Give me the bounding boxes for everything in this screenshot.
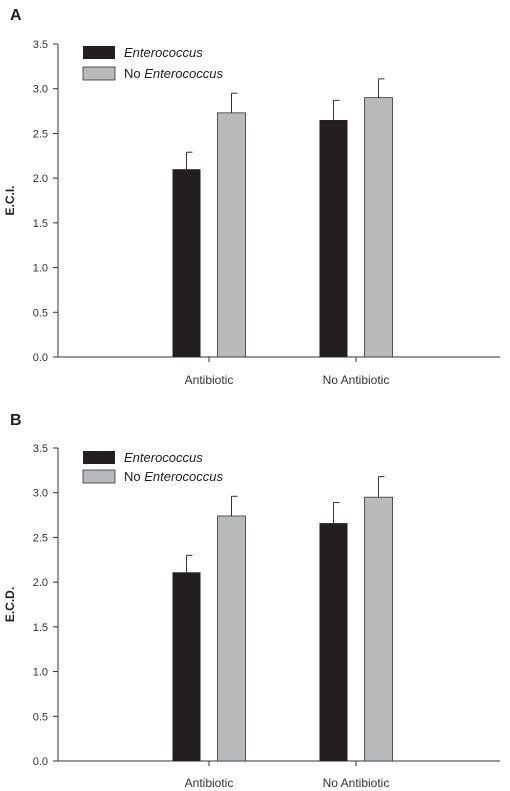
- bar: [217, 515, 246, 762]
- x-tick-label: Antibiotic: [185, 373, 234, 387]
- chart-panel: B 0.0 0.5 1.0 1.5 2.0 2.5 3.0 3.5 E.C.D. Antibioti…: [3, 412, 500, 790]
- x-tick-label: Antibiotic: [185, 776, 234, 790]
- y-tick-label: 2.0: [33, 577, 48, 589]
- legend-swatch: [83, 451, 115, 464]
- y-tick-label: 0.0: [33, 352, 48, 364]
- bar: [217, 112, 246, 358]
- x-tick-label: No Antibiotic: [323, 776, 390, 790]
- y-tick-label: 1.5: [33, 218, 48, 230]
- bar: [364, 97, 393, 358]
- legend-label: No Enterococcus: [124, 469, 223, 484]
- legend-swatch: [83, 46, 115, 59]
- y-tick-label: 0.5: [33, 711, 48, 723]
- bar: [364, 496, 393, 762]
- y-tick-label: 2.0: [33, 173, 48, 185]
- bar: [172, 572, 201, 761]
- chart-panel: A 0.0 0.5 1.0 1.5 2.0 2.5 3.0 3.5 E.C.I. Antibioti…: [3, 7, 500, 387]
- legend-label: Enterococcus: [124, 450, 203, 465]
- y-tick-label: 0.5: [33, 307, 48, 319]
- bar: [319, 523, 348, 761]
- y-tick-label: 1.0: [33, 667, 48, 679]
- legend-swatch: [82, 66, 116, 81]
- y-axis-label: E.C.I.: [3, 185, 17, 215]
- y-tick-label: 3.5: [33, 443, 48, 455]
- x-tick-label: No Antibiotic: [323, 373, 390, 387]
- y-tick-label: 0.0: [33, 756, 48, 768]
- y-tick-label: 1.0: [33, 263, 48, 275]
- panel-label: B: [10, 412, 22, 429]
- panel-label: A: [10, 7, 22, 24]
- y-tick-label: 3.0: [33, 488, 48, 500]
- y-tick-label: 2.5: [33, 532, 48, 544]
- legend-label: No Enterococcus: [124, 66, 223, 81]
- y-tick-label: 3.5: [33, 39, 48, 51]
- y-tick-label: 3.0: [33, 84, 48, 96]
- bar: [319, 120, 348, 357]
- legend-label: Enterococcus: [124, 45, 203, 60]
- bar: [172, 169, 201, 357]
- y-tick-label: 1.5: [33, 622, 48, 634]
- legend-swatch: [82, 469, 116, 484]
- y-axis-label: E.C.D.: [3, 587, 17, 622]
- y-tick-label: 2.5: [33, 128, 48, 140]
